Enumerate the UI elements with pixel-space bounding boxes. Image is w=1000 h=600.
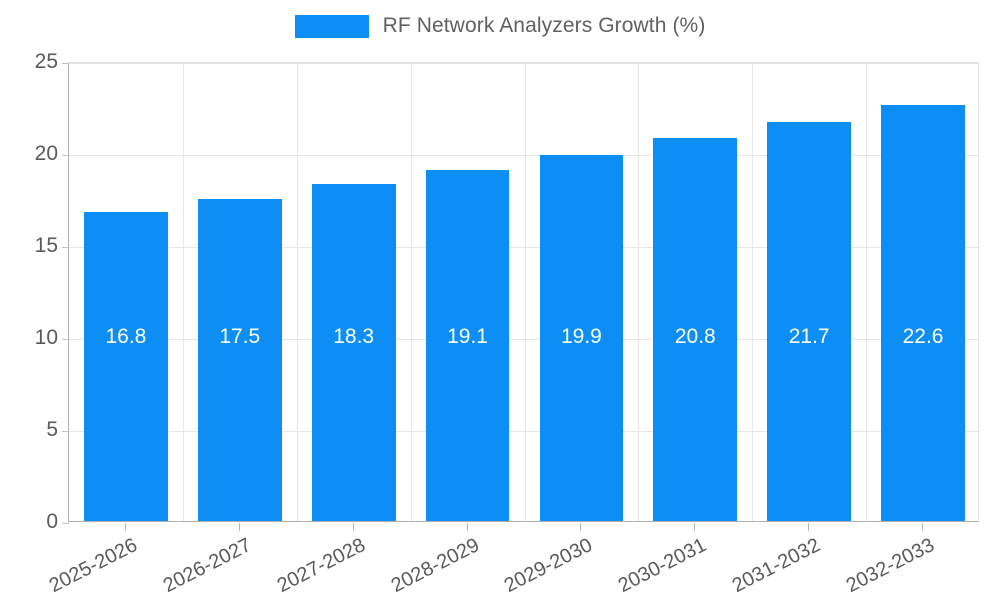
x-tick-mark: [922, 523, 923, 531]
y-tick-mark: [62, 63, 69, 64]
bar-value-label: 17.5: [219, 325, 261, 348]
y-gridline: [69, 431, 978, 432]
x-tick-mark: [580, 523, 581, 531]
legend-item-rf-network-analyzers-growth[interactable]: RF Network Analyzers Growth (%): [294, 14, 706, 38]
x-axis-tick-label: 2027-2028: [273, 534, 369, 598]
x-gridline: [752, 63, 753, 521]
bar[interactable]: 17.5: [197, 199, 282, 521]
y-axis-tick-label: 5: [46, 418, 58, 441]
x-axis-tick-label: 2029-2030: [501, 534, 597, 598]
bar[interactable]: 19.9: [539, 154, 624, 521]
bar[interactable]: 22.6: [881, 105, 965, 521]
y-tick-mark: [62, 339, 69, 340]
bar-value-label: 19.1: [447, 325, 488, 348]
y-gridline: [69, 247, 978, 248]
x-gridline: [297, 63, 298, 521]
y-axis-tick-label: 10: [34, 326, 58, 349]
legend-item-label: RF Network Analyzers Growth (%): [382, 14, 706, 37]
x-gridline: [525, 63, 526, 521]
x-axis-tick-label: 2031-2032: [728, 534, 825, 598]
bar-value-label: 22.6: [902, 325, 944, 348]
y-tick-mark: [62, 155, 69, 156]
bar-value-label: 21.7: [788, 325, 830, 348]
chart-legend: RF Network Analyzers Growth (%): [0, 14, 1000, 38]
x-gridline: [411, 63, 412, 521]
y-axis-tick-label: 20: [34, 142, 58, 165]
legend-color-swatch-icon: [294, 14, 369, 38]
x-axis-tick-label: 2026-2027: [159, 534, 255, 598]
x-tick-mark: [125, 523, 126, 531]
bar[interactable]: 20.8: [653, 138, 738, 521]
x-tick-mark: [808, 523, 809, 531]
x-axis-tick-label: 2025-2026: [45, 534, 141, 598]
x-gridline: [638, 63, 639, 521]
x-axis-tick-label: 2030-2031: [615, 534, 711, 598]
y-gridline: [69, 155, 978, 156]
x-gridline: [183, 63, 184, 521]
x-tick-mark: [353, 523, 354, 531]
x-axis-tick-label: 2032-2033: [842, 534, 939, 598]
bar[interactable]: 16.8: [84, 211, 168, 521]
bar-value-label: 20.8: [674, 325, 716, 348]
y-gridline: [69, 339, 978, 340]
x-tick-mark: [239, 523, 240, 531]
x-axis-tick-label: 2028-2029: [387, 534, 483, 598]
x-gridline: [866, 63, 867, 521]
bar-value-label: 16.8: [105, 325, 147, 348]
y-axis-tick-label: 15: [34, 234, 58, 257]
y-tick-mark: [62, 431, 69, 432]
y-tick-mark: [62, 523, 69, 524]
bar[interactable]: 19.1: [425, 169, 510, 521]
x-tick-mark: [694, 523, 695, 531]
plot-area: 16.8 17.5 18.3 19.1 19.9 20.8 21.7 22.6: [62, 62, 979, 524]
bar-value-label: 19.9: [560, 325, 602, 348]
bar-value-label: 18.3: [333, 325, 375, 348]
x-tick-mark: [467, 523, 468, 531]
y-axis-tick-label: 0: [46, 510, 58, 533]
bar[interactable]: 18.3: [311, 184, 396, 521]
y-axis-tick-label: 25: [34, 50, 58, 73]
y-tick-mark: [62, 247, 69, 248]
bar[interactable]: 21.7: [767, 121, 852, 521]
y-gridline: [69, 63, 978, 64]
